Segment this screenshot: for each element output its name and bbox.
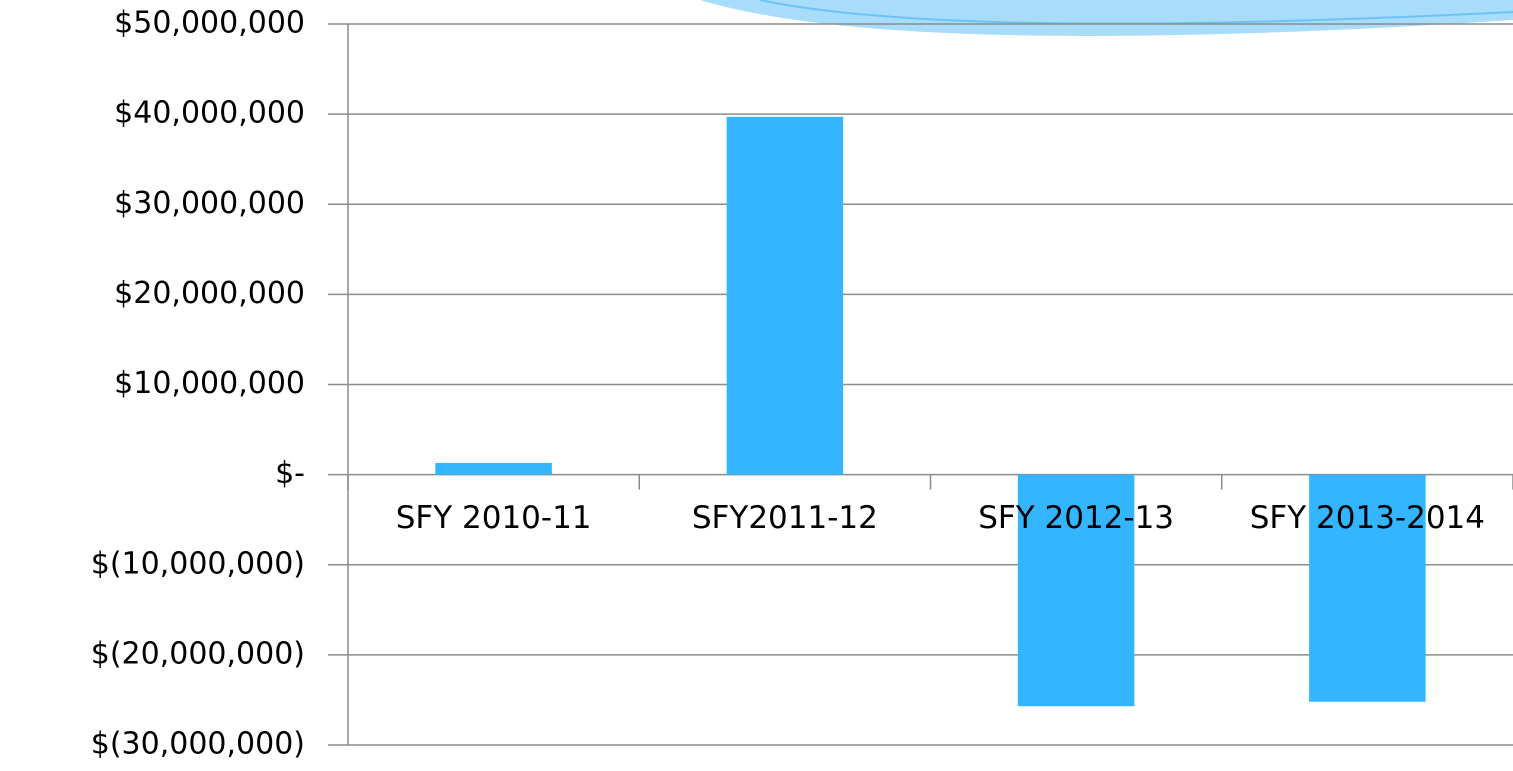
y-tick-label: $20,000,000 [114,276,305,311]
x-tick-label: SFY 2010-11 [396,500,592,536]
y-tick-label: $(20,000,000) [91,636,305,671]
y-tick-label: $50,000,000 [114,6,305,41]
x-tick-label: SFY 2012-13 [978,500,1174,536]
chart: $(30,000,000) $(20,000,000) $(10,000,000) $… [0,0,1513,771]
y-tick-label: $(10,000,000) [91,546,305,581]
y-tick-label: $(30,000,000) [91,727,305,762]
bar [435,463,552,475]
x-tick-label: SFY 2013-2014 [1250,500,1485,536]
decoration [700,0,1513,36]
y-tick-label: $40,000,000 [114,96,305,131]
bar [727,117,844,475]
y-tick-label: $30,000,000 [114,186,305,221]
y-tick-label: $- [275,456,305,491]
x-tick-label: SFY2011-12 [692,500,878,536]
y-tick-label: $10,000,000 [114,366,305,401]
